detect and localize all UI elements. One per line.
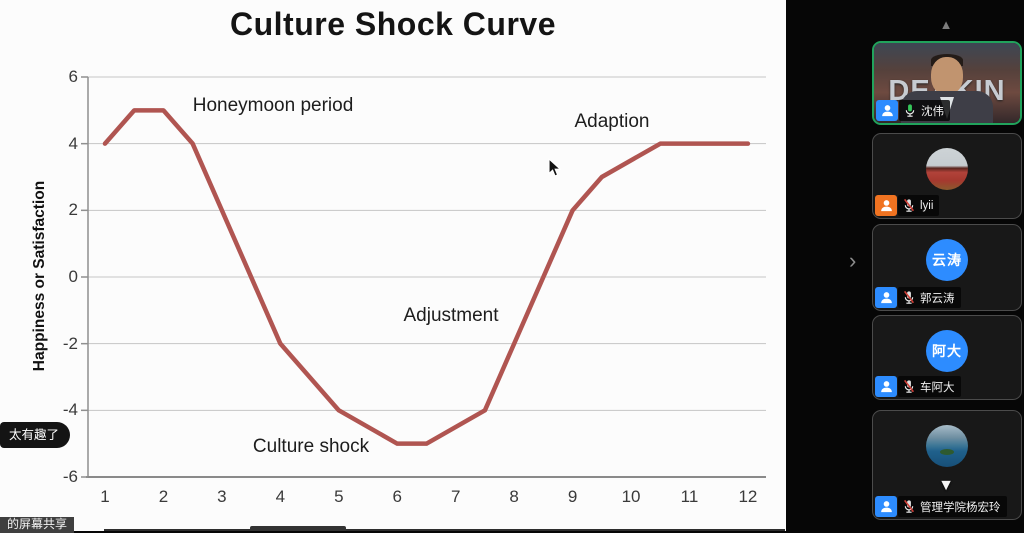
participant-badge-row: lyii xyxy=(875,195,940,216)
participant-name: 车阿大 xyxy=(920,381,955,394)
avatar-photo xyxy=(926,425,968,467)
mic-muted-icon xyxy=(904,499,914,513)
bottom-cropped-text-line xyxy=(104,529,785,531)
participant-tile[interactable]: 阿大 车阿大 xyxy=(872,315,1022,400)
scroll-down-icon[interactable]: ▼ xyxy=(938,477,954,494)
x-tick-label: 3 xyxy=(217,487,227,506)
y-tick-label: -6 xyxy=(62,466,78,486)
participant-badge-row: 管理学院杨宏玲 xyxy=(875,496,1007,517)
mic-active-icon xyxy=(905,104,915,117)
participant-name-bar: lyii xyxy=(898,195,940,216)
avatar-initials: 云涛 xyxy=(926,239,968,281)
y-tick-label: 0 xyxy=(68,267,78,286)
participant-name-bar: 车阿大 xyxy=(898,376,961,397)
mic-muted-icon xyxy=(904,290,914,304)
participant-tile[interactable]: 云涛 郭云涛 xyxy=(872,224,1022,311)
participant-name: 沈伟 xyxy=(921,105,944,118)
culture-shock-line-chart xyxy=(81,76,766,478)
bottom-cropped-text-fragment xyxy=(250,526,346,531)
x-tick-label: 1 xyxy=(100,487,110,506)
participant-name-bar: 管理学院杨宏玲 xyxy=(898,496,1007,517)
y-tick-label: 2 xyxy=(68,200,78,220)
participant-name-bar: 沈伟 xyxy=(899,100,950,121)
participant-badge-row: 郭云涛 xyxy=(875,287,961,308)
y-tick-label: -4 xyxy=(62,400,78,420)
shared-screen-slide: Culture Shock Curve Happiness or Satisfa… xyxy=(0,0,786,531)
mouse-cursor-icon xyxy=(548,158,562,177)
participant-role-badge xyxy=(875,376,897,397)
avatar-initials: 阿大 xyxy=(926,330,968,372)
participant-badge-row: 沈伟 xyxy=(876,100,950,121)
y-tick-label: 6 xyxy=(68,67,78,86)
chart-title: Culture Shock Curve xyxy=(229,6,556,42)
x-tick-label: 5 xyxy=(334,487,344,506)
person-icon xyxy=(881,105,893,117)
participant-tile[interactable]: DEAKIN 沈伟 xyxy=(872,41,1022,125)
mic-muted-icon xyxy=(904,198,914,212)
x-tick-label: 4 xyxy=(275,487,286,506)
screen-share-banner: 的屏幕共享 xyxy=(0,517,75,533)
x-tick-label: 7 xyxy=(450,487,461,506)
scroll-up-icon[interactable]: ▲ xyxy=(939,17,953,32)
participant-role-badge xyxy=(875,195,897,216)
panel-collapse-chevron-icon[interactable]: › xyxy=(849,248,857,273)
participant-name: 管理学院杨宏玲 xyxy=(920,501,1001,514)
chat-message-bubble[interactable]: 太有趣了 xyxy=(0,422,71,448)
chart-annotation: Honeymoon period xyxy=(192,95,354,116)
person-icon xyxy=(880,292,892,304)
participant-tile[interactable]: 管理学院杨宏玲 xyxy=(872,410,1022,520)
participant-name: 郭云涛 xyxy=(920,292,955,305)
participant-badge-row: 车阿大 xyxy=(875,376,961,397)
chart-annotation: Adjustment xyxy=(403,305,499,326)
x-tick-label: 2 xyxy=(158,487,169,506)
participant-name-bar: 郭云涛 xyxy=(898,287,961,308)
chart-annotation: Culture shock xyxy=(252,436,370,457)
x-tick-label: 11 xyxy=(680,487,699,506)
curve-series xyxy=(102,108,751,446)
x-tick-label: 10 xyxy=(621,487,641,506)
participant-name: lyii xyxy=(920,199,934,212)
x-tick-label: 12 xyxy=(738,487,758,506)
avatar-photo xyxy=(926,148,968,190)
y-tick-label: 4 xyxy=(68,133,78,153)
y-tick-label: -2 xyxy=(62,333,78,353)
person-icon xyxy=(880,501,892,513)
x-tick-label: 8 xyxy=(509,487,519,506)
mic-muted-icon xyxy=(904,379,914,393)
x-tick-label: 6 xyxy=(392,487,402,506)
participant-tile[interactable]: lyii xyxy=(872,133,1022,219)
chart-annotation: Adaption xyxy=(574,111,650,132)
participant-role-badge xyxy=(876,100,898,121)
participant-role-badge xyxy=(875,496,897,517)
x-tick-label: 9 xyxy=(567,487,578,506)
participant-role-badge xyxy=(875,287,897,308)
person-icon xyxy=(880,381,892,393)
person-icon xyxy=(880,200,892,212)
